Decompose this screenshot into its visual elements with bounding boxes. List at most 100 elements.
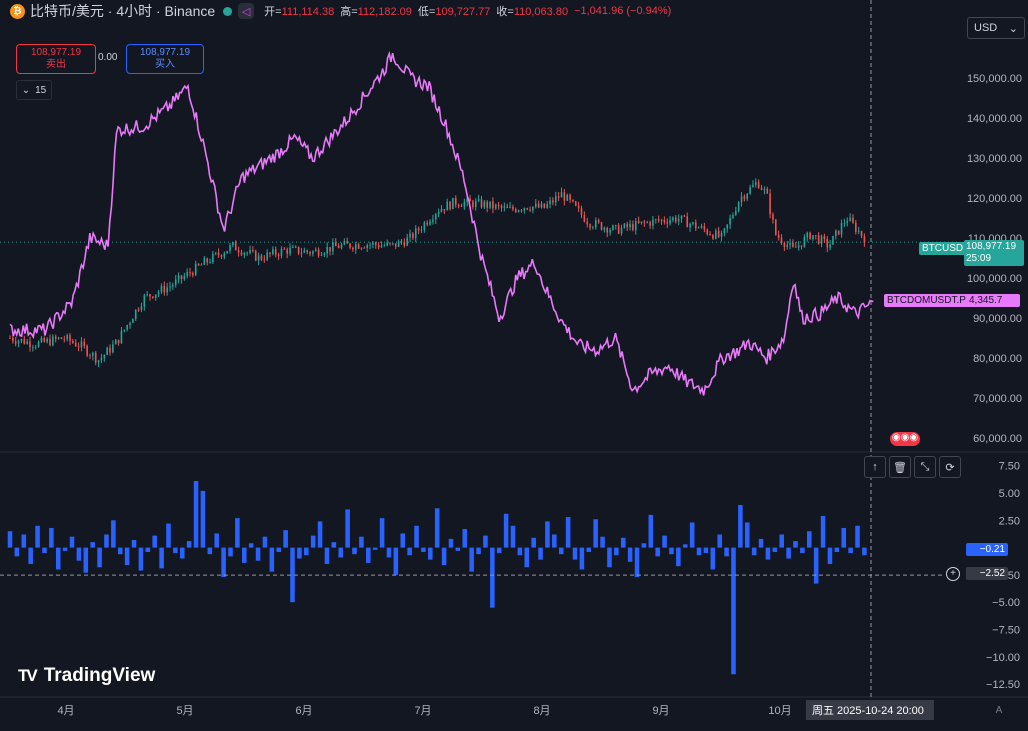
indicator-bar	[131, 539, 137, 548]
btcusd-candle	[254, 250, 257, 261]
move-up-button[interactable]: ↑	[864, 456, 886, 478]
collapse-pane-button[interactable]: ⤡	[914, 456, 936, 478]
btcusd-candle	[172, 285, 174, 287]
pane-settings-button[interactable]: ⟳	[939, 456, 961, 478]
btcusd-candle	[755, 182, 757, 185]
btcusd-candle	[626, 223, 629, 228]
btcusd-candle	[232, 242, 234, 246]
btcusd-candle	[377, 245, 380, 248]
btcusd-candle	[640, 221, 643, 223]
indicator-bar	[703, 547, 709, 554]
btcusd-candle	[840, 223, 843, 235]
btcusd-candle	[597, 220, 600, 223]
indicator-bar	[235, 518, 240, 548]
indicator-bar	[338, 547, 344, 558]
btcusd-candle	[394, 243, 397, 247]
collapse-icon: ⤡	[920, 460, 930, 473]
btcusd-candle	[583, 214, 586, 222]
btcusd-candle	[386, 242, 388, 246]
btcusd-candle	[837, 230, 840, 235]
btcusd-candle	[812, 235, 814, 240]
flag-icon[interactable]: ◉◉◉	[890, 432, 920, 446]
indicator-bar	[455, 547, 461, 551]
indicator-bar	[565, 517, 571, 548]
btcusd-candle	[472, 201, 474, 208]
btcusd-candle	[752, 184, 754, 188]
auto-scale-button[interactable]: A	[995, 704, 1003, 716]
btcusd-candle	[180, 275, 183, 280]
btcusd-candle	[580, 208, 583, 215]
indicator-count: 15	[35, 84, 47, 96]
btcusd-candle	[695, 222, 697, 229]
btcusd-candle	[646, 222, 649, 223]
btcusd-candle	[777, 234, 780, 238]
btcusd-candle	[149, 294, 151, 297]
btcusd-candle	[594, 220, 597, 228]
btcusd-candle	[280, 248, 283, 256]
indicator-bar	[228, 547, 233, 557]
btcusd-candle	[797, 245, 800, 248]
btcusd-candle	[226, 250, 228, 254]
indicator-bar	[104, 534, 109, 548]
indicator-bar	[97, 547, 102, 568]
btcusd-candle	[554, 196, 557, 203]
btcusd-candle	[757, 182, 760, 189]
btcusd-candle	[634, 221, 637, 231]
indicator-bar	[49, 527, 54, 548]
btcusd-candle	[403, 242, 406, 246]
indicator-bar	[462, 529, 468, 548]
btcusd-candle	[683, 215, 686, 217]
low-label: 低=	[417, 6, 436, 18]
high-value: 112,182.09	[357, 6, 412, 18]
btcusd-candle	[49, 338, 51, 346]
btcusd-candle	[269, 252, 271, 254]
btcusd-candle	[655, 219, 657, 221]
btcusd-candle	[120, 331, 123, 344]
indicator-bar	[117, 547, 123, 555]
btcusd-candle	[20, 338, 23, 341]
btcusd-candle	[383, 245, 386, 247]
indicator-bar	[600, 536, 605, 548]
btcusd-candle	[132, 319, 134, 323]
btcusd-candle	[823, 236, 826, 239]
low-value: 109,727.77	[435, 6, 491, 18]
sell-button[interactable]: 108,977.19 卖出	[16, 44, 96, 74]
indicator-y-tick-label: 7.50	[999, 461, 1020, 473]
btcusd-candle	[352, 247, 354, 250]
btcusd-candle	[857, 231, 860, 232]
btcusd-candle	[326, 247, 328, 254]
y-tick-label: 60,000.00	[973, 433, 1022, 445]
btcusd-candle	[477, 199, 480, 201]
btcusd-candle	[503, 206, 506, 208]
btcusd-candle	[220, 255, 223, 257]
btcusd-candle	[720, 232, 723, 237]
bitcoin-icon: ₿	[10, 3, 25, 19]
btcusd-candle	[354, 244, 357, 250]
btcusd-candle	[800, 245, 803, 247]
btcusd-candle	[203, 258, 206, 265]
btcusd-candle	[249, 250, 251, 253]
btcusd-candle	[206, 258, 208, 263]
btcusd-candle	[346, 241, 348, 244]
y-tick-label: 70,000.00	[973, 393, 1022, 405]
symbol-title[interactable]: 比特币/美元 · 4小时 · Binance	[30, 3, 216, 19]
btcusd-candle	[163, 285, 166, 293]
indicator-collapse-button[interactable]: ⌄ 15	[16, 80, 52, 100]
btcusd-candle	[523, 208, 526, 211]
delete-button[interactable]: 🗑	[889, 456, 911, 478]
buy-button[interactable]: 108,977.19 买入	[126, 44, 204, 74]
open-label: 开=	[264, 6, 282, 18]
indicator-bar	[496, 547, 502, 554]
btcusd-candle	[632, 224, 634, 231]
indicator-bar	[669, 547, 674, 555]
btcusd-candle	[57, 337, 60, 339]
compare-icon[interactable]: ◁	[238, 3, 255, 19]
btcusd-candle	[252, 250, 254, 251]
refresh-icon: ⟳	[945, 461, 955, 474]
btcusd-candle	[32, 346, 34, 348]
btcusd-candle	[789, 242, 791, 245]
currency-select[interactable]: USD ⌄	[967, 17, 1025, 39]
plus-icon[interactable]: +	[946, 567, 960, 581]
indicator-bar	[800, 547, 805, 554]
